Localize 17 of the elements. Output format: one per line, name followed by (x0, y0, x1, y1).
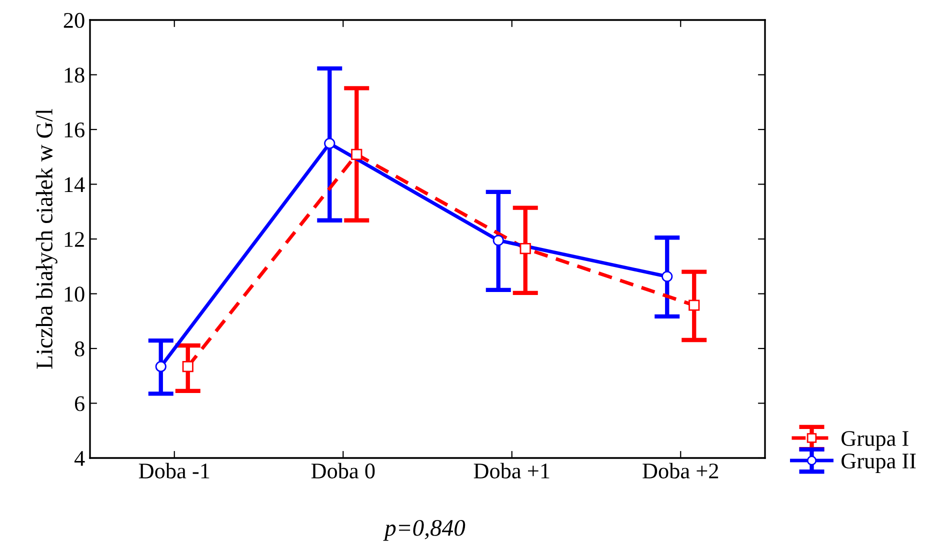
legend-label: Grupa II (842, 454, 916, 474)
x-tick-label: Doba +1 (474, 462, 550, 478)
y-tick-label: 20 (64, 12, 84, 28)
x-tick-label: Doba 0 (311, 462, 375, 478)
x-tick-label: Doba +2 (642, 462, 718, 478)
y-tick-label: 4 (74, 451, 85, 466)
y-tick-label: 12 (64, 232, 84, 247)
y-tick-label: 10 (64, 286, 84, 302)
x-tick-label: Doba -1 (138, 462, 210, 478)
legend-label: Grupa I (842, 431, 908, 451)
y-tick-label: 6 (74, 396, 84, 412)
y-axis-title: Liczba białych ciałek w G/l (36, 109, 58, 369)
y-tick-label: 14 (64, 177, 85, 192)
y-tick-label: 18 (64, 68, 84, 83)
y-tick-label: 8 (74, 341, 84, 356)
y-tick-label: 16 (64, 122, 84, 138)
text: p=0,840 (383, 520, 466, 541)
